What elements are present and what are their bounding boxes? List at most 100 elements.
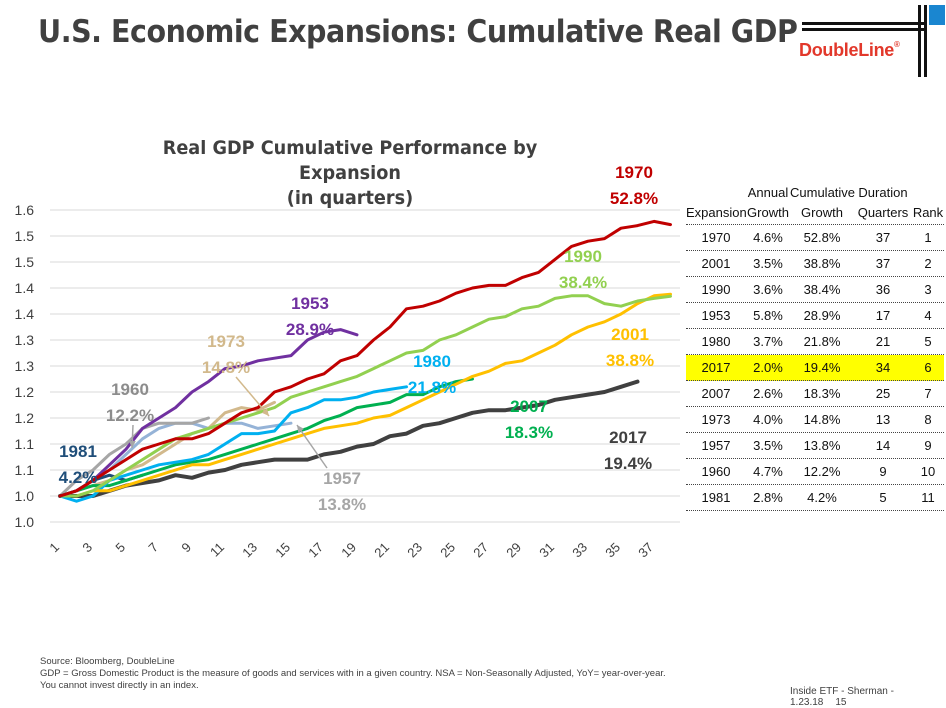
y-tick-label: 1.1 [15,436,35,452]
registered-mark: ® [894,40,900,49]
table-cell: 1990 [701,282,731,297]
x-tick-label: 17 [305,540,326,561]
series-label-year: 1973 [207,332,245,351]
series-label-year: 2001 [611,325,649,344]
table-cell: 19.4% [803,360,841,375]
page-title: U.S. Economic Expansions: Cumulative Rea… [38,14,798,50]
table-cell: 2007 [701,386,731,401]
series-label-growth: 4.2% [59,468,98,487]
series-label-growth: 18.3% [505,423,553,442]
table-cell: 3 [924,282,932,297]
arrow-1957-head [297,425,304,433]
x-tick-label: 31 [536,540,557,561]
table-cell: 1953 [701,308,731,323]
table-cell: 14 [875,438,891,453]
x-tick-label: 35 [602,540,623,561]
table-row: 1953 5.8% 28.9% 17 4 [686,303,944,329]
table-cell: 9 [924,438,932,453]
x-tick-label: 21 [371,540,392,561]
series-labels: 1970 52.8% 1990 38.4% 2001 38.8% 1953 28.9% 1980… [59,163,658,514]
series-line-2007 [58,377,474,498]
logo-line [802,22,924,25]
table-cell: 11 [921,490,935,505]
table-cell: 13 [875,412,891,427]
y-tick-label: 1.5 [15,254,35,270]
source-note: Source: Bloomberg, DoubleLine [40,656,175,667]
x-tick-label: 3 [79,540,95,556]
series-line-1970 [58,219,672,498]
table-row: 1980 3.7% 21.8% 21 5 [686,329,944,355]
table-cell: 13.8% [803,438,841,453]
table-cell: 18.3% [803,386,841,401]
logo-line [802,28,924,31]
x-tick-label: 9 [178,540,194,556]
series-line-1953 [58,328,359,498]
series-label-year: 1953 [291,294,329,313]
chart-subtitle: (in quarters) [286,187,414,209]
arrow-1973-head [261,408,269,416]
table-cell: 36 [875,282,891,297]
table-row: 1981 2.8% 4.2% 5 11 [686,485,944,511]
x-tick-label: 19 [338,540,359,561]
table-cell: 1957 [701,438,731,453]
table-row: 1957 3.5% 13.8% 14 9 [686,433,944,459]
table-cell: 3.5% [753,256,783,271]
table-cell: 1 [924,230,932,245]
series-line-1980 [58,385,408,503]
table-cell: 2.0% [753,360,783,375]
header-cell: Cumulative [790,185,856,200]
x-tick-label: 29 [503,540,524,561]
logo-wordmark: DoubleLine [799,40,894,60]
table-cell: 7 [924,386,932,401]
table-cell: 5 [924,334,932,349]
table-cell: 1973 [701,412,731,427]
x-axis: 1 3 5 7 9 11 13 15 17 19 21 23 25 27 29 31 33 35 37 [46,540,656,561]
table-cell: 5 [879,490,887,505]
x-tick-label: 7 [145,540,161,556]
header-cell: Growth [801,204,843,220]
series-label-growth: 38.4% [559,273,607,292]
table-cell: 4.0% [753,412,783,427]
table-cell: 1960 [701,464,731,479]
table-cell: 38.4% [803,282,841,297]
series-label-growth: 13.8% [318,495,366,514]
y-tick-label: 1.2 [15,410,35,426]
arrow-1960-head [128,440,136,448]
line-chart: 1.61.51.51.41.41.31.31.21.21.11.11.01.0 … [15,163,680,561]
series-label-growth: 38.8% [606,351,654,370]
y-tick-label: 1.4 [15,306,35,322]
x-tick-label: 15 [272,540,293,561]
series-label-growth: 21.8% [408,378,456,397]
table-row: 1960 4.7% 12.2% 9 10 [686,459,944,485]
x-tick-label: 5 [112,540,128,556]
table-row: 1990 3.6% 38.4% 36 3 [686,277,944,303]
x-tick-label: 1 [46,540,62,556]
chart-title-text: Real GDP Cumulative Performance by Expan… [162,137,538,184]
header-cell: Growth [747,204,789,220]
table-cell: 2001 [701,256,731,271]
table-cell: 12.2% [803,464,841,479]
series-label-growth: 19.4% [604,454,652,473]
table-cell: 5.8% [753,308,783,323]
x-tick-label: 23 [404,540,425,561]
series-line-2017 [58,379,640,498]
series-label-year: 2007 [510,397,548,416]
table-cell: 21 [875,334,891,349]
table-cell: 6 [924,360,932,375]
table-cell: 21.8% [803,334,841,349]
series-label-year: 1980 [413,352,451,371]
table-header: Expansion Growth Growth Quarters Rank [686,200,944,225]
y-tick-label: 1.0 [15,514,35,530]
table-cell: 4.6% [753,230,783,245]
expansion-table: Annual Cumulative Duration Expansion Gro… [686,180,944,511]
header-cell: Expansion [686,204,747,220]
table-cell: 2.6% [753,386,783,401]
table-cell: 37 [875,230,891,245]
series-label-year: 1981 [59,442,97,461]
footnotes: Source: Bloomberg, DoubleLine GDP = Gros… [40,656,666,692]
table-cell: 4.7% [753,464,783,479]
table-cell: 25 [875,386,891,401]
header-cell: Annual [747,185,789,200]
logo-line [924,5,927,77]
table-row: 1970 4.6% 52.8% 37 1 [686,225,944,251]
